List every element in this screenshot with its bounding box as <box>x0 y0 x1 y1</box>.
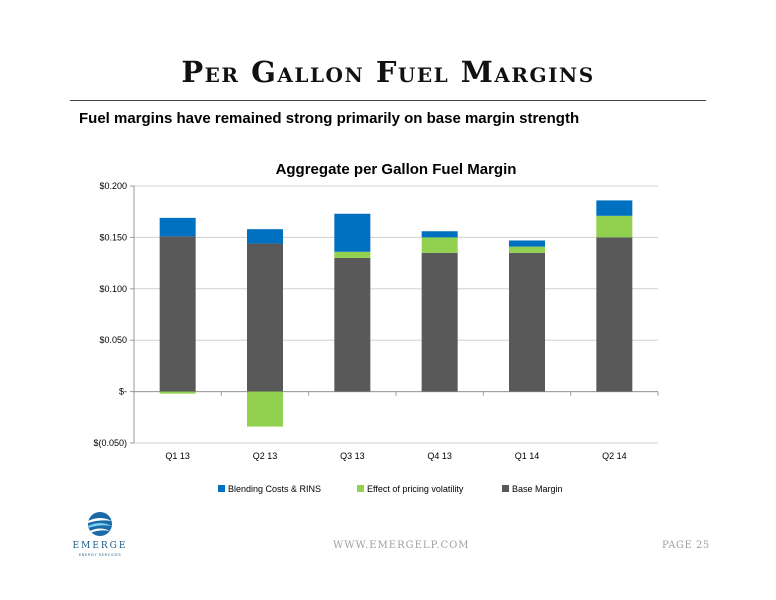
bar-segment <box>421 237 458 253</box>
bar-segment <box>596 215 633 238</box>
x-tick-label: Q2 13 <box>253 451 278 461</box>
bar-segment <box>159 236 196 392</box>
x-tick-label: Q2 14 <box>602 451 627 461</box>
legend-swatch <box>357 485 364 492</box>
y-tick-label: $0.200 <box>99 181 127 191</box>
x-tick-label: Q1 13 <box>165 451 190 461</box>
legend-label: Base Margin <box>512 484 563 494</box>
bar-segment <box>159 391 196 394</box>
y-tick-label: $0.050 <box>99 335 127 345</box>
legend-label: Blending Costs & RINS <box>228 484 321 494</box>
logo-tagline: ENERGY SERVICES <box>78 553 122 557</box>
bar-segment <box>159 217 196 237</box>
title-divider <box>70 100 706 101</box>
bar-segment <box>509 240 545 247</box>
x-tick-label: Q4 13 <box>427 451 452 461</box>
bar-segment <box>421 252 458 392</box>
y-tick-label: $0.100 <box>99 284 127 294</box>
emerge-logo-icon <box>88 512 112 536</box>
bar-segment <box>334 213 371 252</box>
legend-swatch <box>502 485 509 492</box>
logo-wordmark: EMERGE <box>72 541 128 551</box>
bar-segment <box>334 251 371 258</box>
y-tick-label: $(0.050) <box>93 438 127 448</box>
footer-page-number: PAGE 25 <box>662 540 710 551</box>
bar-segment <box>247 243 283 392</box>
bar-segment <box>596 200 633 216</box>
x-tick-label: Q1 14 <box>515 451 540 461</box>
chart-title: Aggregate per Gallon Fuel Margin <box>276 161 517 178</box>
legend-swatch <box>218 485 225 492</box>
slide-title: Per Gallon Fuel Margins <box>181 55 595 89</box>
footer-website[interactable]: WWW.EMERGELP.COM <box>333 540 470 551</box>
bar-segment <box>247 391 283 427</box>
bar-segment <box>509 246 545 253</box>
bar-segment <box>421 231 458 238</box>
y-tick-label: $0.150 <box>99 232 127 242</box>
bar-segment <box>247 229 283 244</box>
legend-label: Effect of pricing volatility <box>367 484 464 494</box>
slide-subtitle: Fuel margins have remained strong primar… <box>79 110 580 127</box>
bar-segment <box>509 252 545 392</box>
bar-segment <box>334 257 371 392</box>
x-tick-label: Q3 13 <box>340 451 365 461</box>
bar-segment <box>596 237 633 392</box>
y-tick-label: $- <box>119 387 127 397</box>
